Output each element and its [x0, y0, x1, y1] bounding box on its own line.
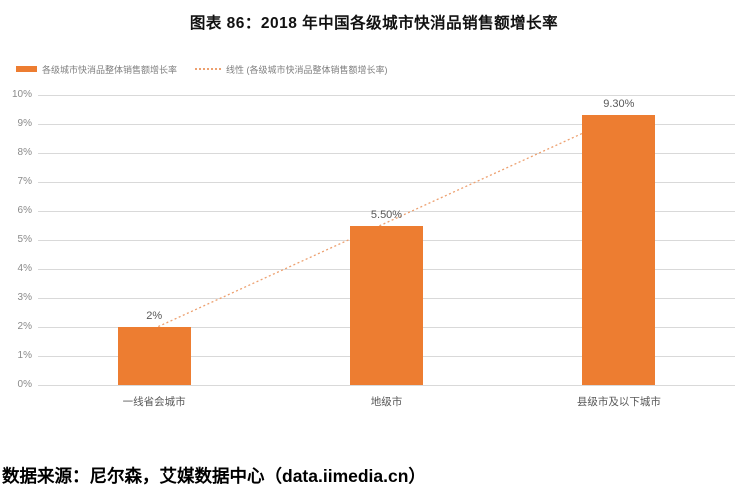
- y-axis-tick-label: 10%: [11, 89, 32, 100]
- grid-line: [38, 124, 735, 125]
- grid-line: [38, 95, 735, 96]
- trendline-swatch-icon: [195, 68, 222, 70]
- legend: 各级城市快消品整体销售额增长率 线性 (各级城市快消品整体销售额增长率): [16, 62, 388, 76]
- grid-line: [38, 153, 735, 154]
- grid-line: [38, 211, 735, 212]
- source-note: 数据来源：尼尔森，艾媒数据中心（data.iimedia.cn）: [2, 466, 426, 486]
- y-axis-tick-label: 1%: [17, 350, 32, 361]
- y-axis-tick-label: 5%: [17, 234, 32, 245]
- bar-value-label: 2%: [146, 310, 163, 322]
- bar-series-swatch-icon: [16, 66, 37, 72]
- y-axis-tick-label: 3%: [17, 292, 32, 303]
- y-axis-tick-label: 2%: [17, 321, 32, 332]
- legend-trend-label: 线性 (各级城市快消品整体销售额增长率): [226, 64, 388, 75]
- y-axis-tick-label: 6%: [17, 205, 32, 216]
- x-category-label: 地级市: [370, 396, 403, 408]
- bar-2: [350, 225, 423, 385]
- bar-1: [117, 327, 191, 385]
- y-axis-tick-label: 9%: [17, 118, 32, 129]
- x-category-label: 县级市及以下城市: [576, 396, 661, 408]
- y-axis-tick-label: 7%: [17, 176, 32, 187]
- grid-line: [38, 182, 735, 183]
- legend-series-label: 各级城市快消品整体销售额增长率: [42, 64, 178, 75]
- plot-area: 0% 1% 2% 3% 4% 5% 6% 7% 8% 9% 10% 2% 一线省会城市 5.50% 地级市 9…: [12, 89, 735, 408]
- legend-item-trend: 线性 (各级城市快消品整体销售额增长率): [195, 63, 388, 76]
- grid-line: [38, 385, 735, 386]
- x-category-label: 一线省会城市: [122, 396, 186, 408]
- y-axis-tick-label: 4%: [17, 263, 32, 274]
- bar-value-label: 5.50%: [370, 208, 403, 221]
- chart-title: 图表 86：2018 年中国各级城市快消品销售额增长率: [189, 15, 559, 32]
- bar-value-label: 9.30%: [603, 98, 635, 111]
- y-axis-tick-label: 0%: [17, 379, 32, 390]
- legend-item-series: 各级城市快消品整体销售额增长率: [16, 63, 177, 76]
- bar-3: [582, 115, 656, 385]
- y-axis-tick-label: 8%: [17, 147, 32, 158]
